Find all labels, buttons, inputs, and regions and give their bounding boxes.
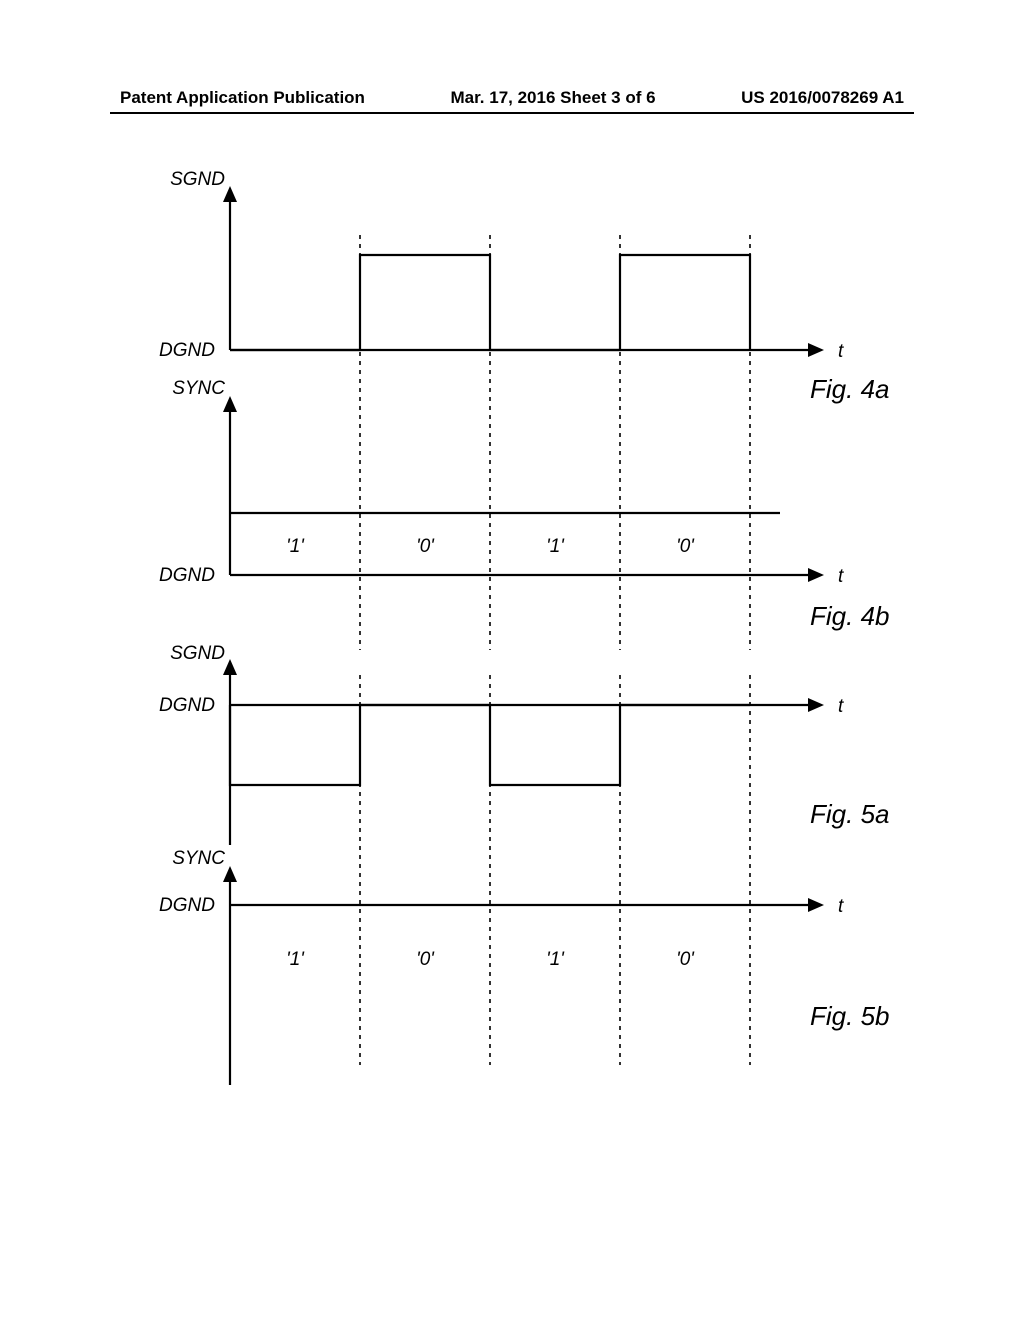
- svg-text:DGND: DGND: [159, 565, 215, 586]
- svg-text:t: t: [838, 566, 844, 587]
- page-header: Patent Application Publication Mar. 17, …: [120, 88, 904, 108]
- axis-label-sgnd: SGND: [170, 169, 225, 190]
- svg-text:t: t: [838, 896, 844, 917]
- header-left: Patent Application Publication: [120, 88, 365, 108]
- header-right: US 2016/0078269 A1: [741, 88, 904, 108]
- svg-text:DGND: DGND: [159, 695, 215, 716]
- caption-4a: Fig. 4a: [810, 374, 890, 404]
- caption-5b: Fig. 5b: [810, 1001, 890, 1031]
- caption-5a: Fig. 5a: [810, 799, 890, 829]
- bit-label: '1': [546, 536, 565, 557]
- svg-text:SGND: SGND: [170, 643, 225, 664]
- bit-label: '1': [546, 949, 565, 970]
- axis-label-t: t: [838, 341, 844, 362]
- header-rule: [110, 112, 914, 114]
- header-center: Mar. 17, 2016 Sheet 3 of 6: [451, 88, 656, 108]
- bit-label: '0': [676, 536, 695, 557]
- caption-4b: Fig. 4b: [810, 601, 890, 631]
- svg-text:DGND: DGND: [159, 895, 215, 916]
- bit-label: '1': [286, 949, 305, 970]
- diagram-area: SGND DGND t Fig. 4a SYNC DGND t '1' '0' '1' '0' Fig…: [0, 150, 1024, 1250]
- svg-text:SYNC: SYNC: [172, 848, 225, 869]
- waveform-5a: [230, 705, 750, 785]
- bit-label: '0': [676, 949, 695, 970]
- timing-diagram-svg: SGND DGND t Fig. 4a SYNC DGND t '1' '0' '1' '0' Fig…: [0, 150, 1024, 1250]
- bit-label: '0': [416, 536, 435, 557]
- svg-text:SYNC: SYNC: [172, 378, 225, 399]
- bit-label: '1': [286, 536, 305, 557]
- axis-label-dgnd: DGND: [159, 340, 215, 361]
- svg-text:t: t: [838, 696, 844, 717]
- bit-label: '0': [416, 949, 435, 970]
